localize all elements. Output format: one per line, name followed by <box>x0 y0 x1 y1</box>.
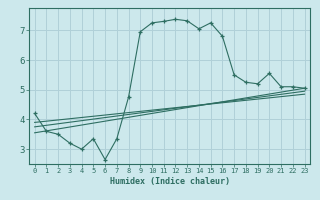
X-axis label: Humidex (Indice chaleur): Humidex (Indice chaleur) <box>109 177 229 186</box>
